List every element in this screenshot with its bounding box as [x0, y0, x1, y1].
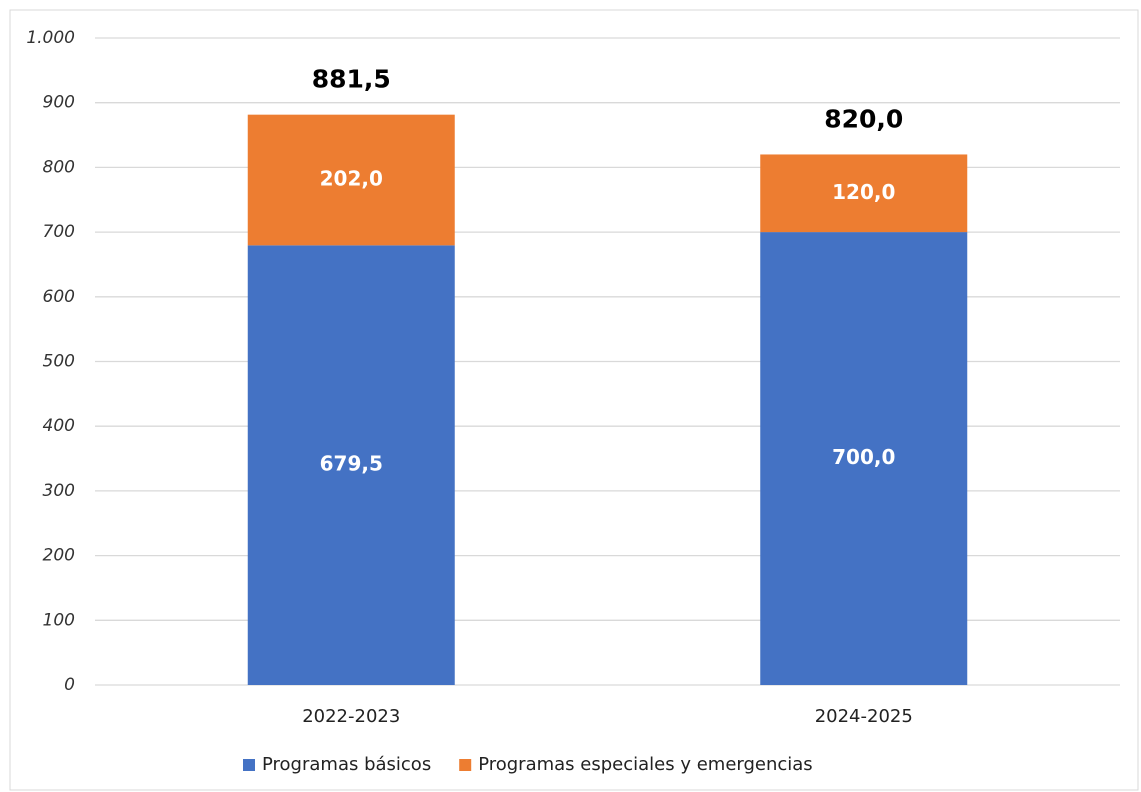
- y-tick-label: 200: [43, 546, 75, 566]
- x-tick-label: 2024-2025: [815, 706, 913, 727]
- y-tick-label: 800: [43, 157, 75, 177]
- bar-segment: [247, 245, 455, 685]
- data-label: 679,5: [320, 452, 383, 476]
- y-tick-label: 900: [43, 93, 75, 113]
- y-tick-label: 100: [43, 610, 75, 630]
- legend-label: Programas especiales y emergencias: [478, 754, 813, 775]
- data-label: 120,0: [832, 180, 895, 204]
- bar-segment: [760, 154, 968, 233]
- total-label: 881,5: [312, 65, 391, 94]
- y-tick-label: 0: [64, 675, 75, 695]
- chart-border: [9, 9, 1139, 791]
- legend-swatch: [459, 759, 472, 771]
- data-label: 700,0: [832, 445, 895, 469]
- y-tick-label: 500: [43, 352, 75, 372]
- y-tick-label: 1.000: [26, 28, 75, 48]
- total-label: 820,0: [824, 104, 903, 133]
- bar-segment: [247, 114, 455, 246]
- legend-swatch: [243, 759, 255, 771]
- bar-segment: [760, 232, 968, 685]
- data-label: 202,0: [320, 167, 383, 191]
- y-tick-label: 700: [43, 222, 75, 242]
- y-tick-label: 300: [43, 481, 75, 501]
- y-tick-label: 400: [43, 416, 75, 436]
- y-tick-label: 600: [43, 287, 75, 307]
- x-tick-label: 2022-2023: [302, 706, 400, 727]
- legend-label: Programas básicos: [262, 754, 431, 775]
